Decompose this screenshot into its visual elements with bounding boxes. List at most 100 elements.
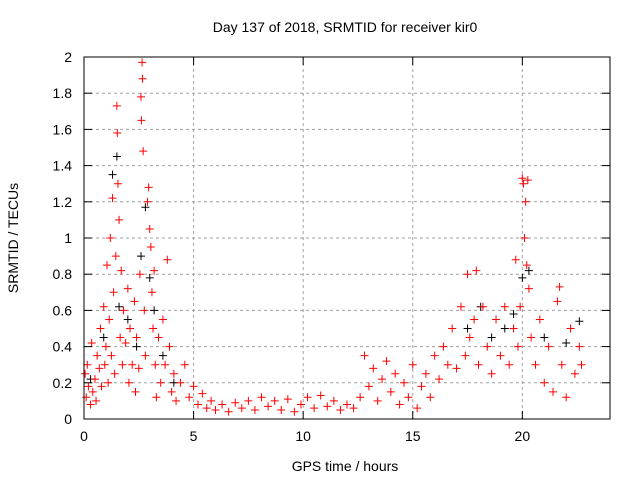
data-point: [518, 273, 527, 282]
data-point: [349, 404, 358, 413]
data-point: [470, 315, 479, 324]
data-point: [97, 382, 106, 391]
data-point: [264, 402, 273, 411]
data-point: [145, 224, 154, 233]
data-point: [128, 360, 137, 369]
data-point: [82, 393, 91, 402]
data-point: [93, 351, 102, 360]
y-axis-label: SRMTID / TECUs: [5, 183, 21, 293]
data-point: [553, 297, 562, 306]
y-tick-label: 1.6: [53, 121, 73, 137]
data-point: [378, 375, 387, 384]
data-point: [111, 252, 120, 261]
data-point: [121, 338, 130, 347]
data-point: [107, 351, 116, 360]
data-point: [483, 342, 492, 351]
data-point: [509, 310, 518, 319]
data-point: [87, 338, 96, 347]
data-point: [124, 378, 133, 387]
data-point: [369, 364, 378, 373]
data-point: [382, 357, 391, 366]
y-tick-label: 0.2: [53, 375, 73, 391]
data-point: [562, 393, 571, 402]
x-tick-label: 15: [405, 428, 421, 444]
data-point: [131, 387, 140, 396]
data-point: [156, 378, 165, 387]
data-point: [105, 315, 114, 324]
data-point: [90, 375, 99, 384]
y-tick-label: 0.6: [53, 302, 73, 318]
data-point: [136, 92, 145, 101]
data-point: [250, 405, 259, 414]
data-point: [310, 404, 319, 413]
data-point: [492, 315, 501, 324]
y-tick-label: 0.4: [53, 339, 73, 355]
data-point: [130, 297, 139, 306]
data-point: [270, 396, 279, 405]
data-point: [463, 270, 472, 279]
axis-ticks: 00.20.40.60.811.21.41.61.820 5 10 15 20: [53, 49, 610, 444]
data-point: [408, 360, 417, 369]
data-point: [119, 306, 128, 315]
data-point: [364, 382, 373, 391]
data-point: [511, 255, 520, 264]
data-point: [544, 342, 553, 351]
data-point: [549, 387, 558, 396]
y-tick-label: 1.8: [53, 85, 73, 101]
data-point: [540, 333, 549, 342]
data-point: [391, 369, 400, 378]
data-point: [152, 393, 161, 402]
y-tick-label: 0: [64, 411, 72, 427]
data-point: [104, 378, 113, 387]
data-point: [96, 324, 105, 333]
data-point: [158, 351, 167, 360]
y-tick-label: 1.2: [53, 194, 73, 210]
data-point: [137, 116, 146, 125]
data-point: [521, 197, 530, 206]
data-point: [496, 351, 505, 360]
data-point: [562, 338, 571, 347]
data-point: [430, 351, 439, 360]
data-point: [84, 382, 93, 391]
data-point: [395, 400, 404, 409]
data-point: [523, 176, 532, 185]
data-point: [198, 389, 207, 398]
data-point: [487, 369, 496, 378]
data-point: [92, 396, 101, 405]
data-point: [426, 393, 435, 402]
data-point: [180, 360, 189, 369]
data-point: [172, 396, 181, 405]
data-point: [461, 351, 470, 360]
data-point: [135, 270, 144, 279]
data-point: [86, 400, 95, 409]
data-point: [146, 243, 155, 252]
data-point: [399, 378, 408, 387]
data-point: [303, 393, 312, 402]
data-point: [283, 395, 292, 404]
x-tick-label: 0: [80, 428, 88, 444]
data-point: [417, 382, 426, 391]
data-point: [88, 387, 97, 396]
data-point: [81, 369, 90, 378]
data-point: [144, 183, 153, 192]
data-point: [439, 342, 448, 351]
data-point: [139, 147, 148, 156]
data-point: [540, 378, 549, 387]
data-point: [150, 266, 159, 275]
data-point: [465, 333, 474, 342]
data-point: [138, 74, 147, 83]
data-point: [323, 402, 332, 411]
data-point: [138, 58, 147, 67]
data-point: [163, 255, 172, 264]
data-point: [189, 382, 198, 391]
data-point: [557, 360, 566, 369]
data-point: [123, 284, 132, 293]
data-point: [500, 324, 509, 333]
data-point: [421, 369, 430, 378]
data-point: [207, 396, 216, 405]
data-point: [103, 261, 112, 270]
data-point: [456, 302, 465, 311]
data-point: [575, 317, 584, 326]
data-point: [224, 407, 233, 416]
